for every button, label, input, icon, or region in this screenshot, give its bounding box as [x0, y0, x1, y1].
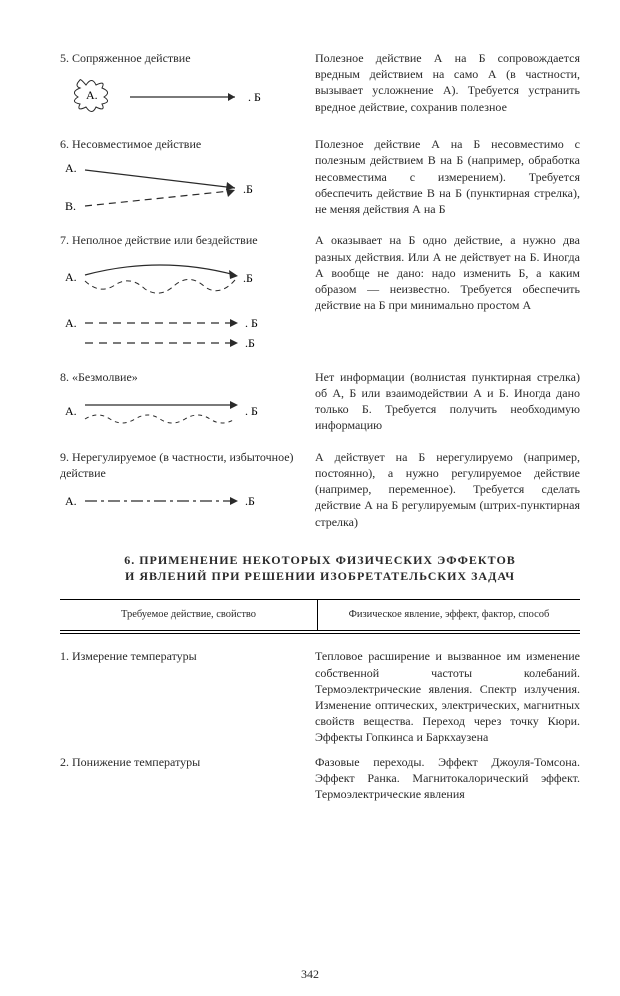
th-right: Физическое явление, эффект, фактор, спос… [318, 600, 580, 630]
item-6-num: 6. [60, 137, 69, 151]
item-6-label: Несовместимое действие [72, 137, 201, 151]
diagram-8: А. . Б [60, 391, 305, 435]
item-5-title: 5. Сопряженное действие [60, 50, 305, 66]
page-number: 342 [0, 966, 620, 982]
item-7-desc: А оказывает на Б одно действие, а нужно … [315, 232, 580, 362]
item-6-title: 6. Несовместимое действие [60, 136, 305, 152]
section-heading: 6. ПРИМЕНЕНИЕ НЕКОТОРЫХ ФИЗИЧЕСКИХ ЭФФЕК… [60, 552, 580, 586]
item-9-num: 9. [60, 450, 69, 464]
table-rule [60, 633, 580, 634]
row-1-left: Измерение температуры [72, 649, 197, 663]
table-row: 1. Измерение температуры Тепловое расшир… [60, 648, 580, 745]
th-left: Требуемое действие, свойство [60, 600, 318, 630]
item-6: 6. Несовместимое действие А. В. .Б Полез… [60, 136, 580, 226]
diagram-7a: А. .Б [60, 255, 305, 305]
heading-line1: 6. ПРИМЕНЕНИЕ НЕКОТОРЫХ ФИЗИЧЕСКИХ ЭФФЕК… [60, 552, 580, 569]
effects-table: Требуемое действие, свойство Физическое … [60, 599, 580, 802]
item-8-title: 8. «Безмолвие» [60, 369, 305, 385]
item-5: 5. Сопряженное действие А. . Б Полезное … [60, 50, 580, 130]
label-B2: .Б [245, 336, 255, 350]
table-header: Требуемое действие, свойство Физическое … [60, 599, 580, 631]
item-5-num: 5. [60, 51, 69, 65]
label-V: В. [65, 199, 76, 213]
item-8: 8. «Безмолвие» А. . Б Нет информации (во… [60, 369, 580, 443]
diagram-5: А. . Б [60, 72, 305, 122]
label-B: .Б [243, 271, 253, 285]
label-B: .Б [243, 182, 253, 196]
item-7-label: Неполное действие или бездействие [72, 233, 258, 247]
item-7: 7. Неполное действие или бездействие А. … [60, 232, 580, 362]
label-B: .Б [245, 494, 255, 508]
item-7-num: 7. [60, 233, 69, 247]
item-8-label: «Безмолвие» [72, 370, 138, 384]
label-B: . Б [245, 404, 258, 418]
item-9-title: 9. Нерегулируемое (в частности, избыточн… [60, 449, 305, 481]
item-8-desc: Нет информации (волнистая пунктирная стр… [315, 369, 580, 443]
label-A: А. [65, 404, 77, 418]
label-A: А. [65, 270, 77, 284]
item-9-label: Нерегулируемое (в частности, избыточное)… [60, 450, 294, 480]
row-2-left: Понижение температуры [72, 755, 200, 769]
diagram-7b: А. . Б .Б [60, 313, 305, 355]
row-1-num: 1. [60, 649, 69, 663]
table-row: 2. Понижение температуры Фазовые переход… [60, 754, 580, 803]
item-5-desc: Полезное действие А на Б сопровождается … [315, 50, 580, 130]
item-9: 9. Нерегулируемое (в частности, избыточн… [60, 449, 580, 530]
diagram-6: А. В. .Б [60, 158, 305, 218]
label-A: А. [86, 88, 98, 102]
item-9-desc: А действует на Б нерегулируемо (например… [315, 449, 580, 530]
item-6-desc: Полезное действие А на Б несовместимо с … [315, 136, 580, 226]
label-B: . Б [248, 90, 261, 104]
item-7-title: 7. Неполное действие или бездействие [60, 232, 305, 248]
label-A: А. [65, 494, 77, 508]
row-2-num: 2. [60, 755, 69, 769]
heading-line2: И ЯВЛЕНИЙ ПРИ РЕШЕНИИ ИЗОБРЕТАТЕЛЬСКИХ З… [60, 568, 580, 585]
label-B: . Б [245, 316, 258, 330]
row-1-right: Тепловое расширение и вызванное им измен… [315, 648, 580, 745]
diagram-9: А. .Б [60, 487, 305, 517]
item-8-num: 8. [60, 370, 69, 384]
page-container: 5. Сопряженное действие А. . Б Полезное … [0, 0, 620, 996]
item-5-label: Сопряженное действие [72, 51, 191, 65]
label-A: А. [65, 316, 77, 330]
label-A: А. [65, 161, 77, 175]
row-2-right: Фазовые переходы. Эффект Джоуля-Томсона.… [315, 754, 580, 803]
